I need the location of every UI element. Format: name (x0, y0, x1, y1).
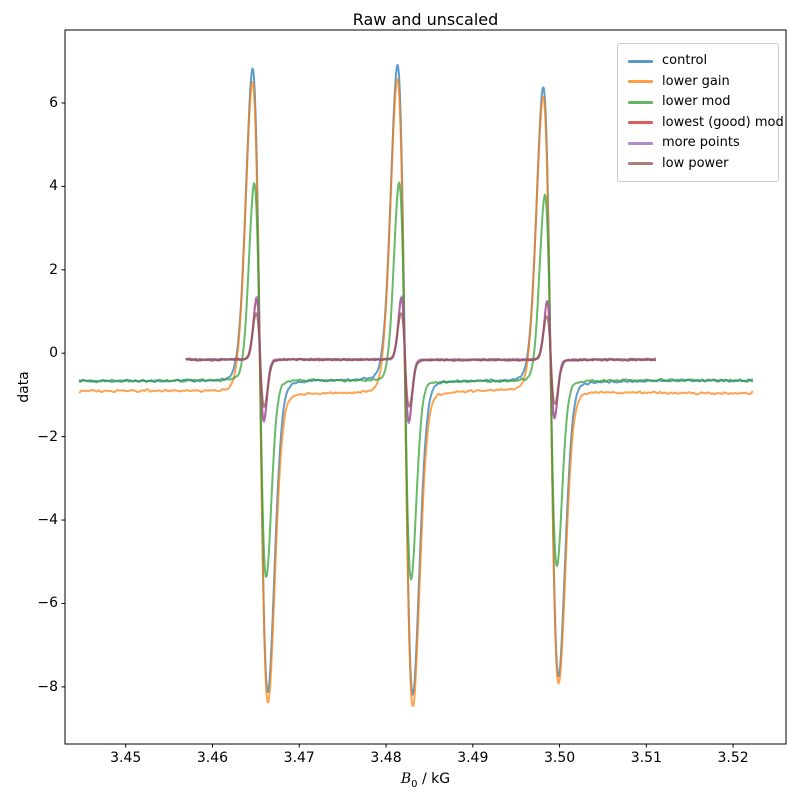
legend: control lower gain lower mod lowest (goo… (617, 43, 784, 182)
y-tick-label: 0 (49, 345, 58, 362)
x-tick-label: 3.46 (196, 750, 229, 766)
axis-tick-marks (61, 102, 734, 748)
y-tick-label: 2 (49, 261, 58, 278)
x-axis-label-subscript: 0 (411, 778, 418, 790)
series-line-lower-gain (78, 78, 754, 708)
legend-label-lower-gain: lower gain (662, 73, 730, 89)
legend-label-control: control (662, 53, 708, 69)
y-axis-label: data (16, 371, 32, 403)
x-tick-label: 3.52 (717, 750, 749, 766)
legend-item-lower-mod: lower mod (628, 92, 768, 113)
legend-item-control: control (628, 51, 768, 72)
legend-label-lower-mod: lower mod (662, 94, 731, 110)
legend-line-sample-lower-mod (628, 100, 653, 104)
x-axis-label-units: / kG (417, 771, 451, 787)
legend-line-sample-lowest-good-mod (628, 121, 653, 125)
series-line-lower-mod (78, 181, 754, 581)
y-tick-label: −8 (37, 678, 58, 695)
legend-item-lower-gain: lower gain (628, 72, 768, 93)
legend-label-low-power: low power (662, 155, 729, 171)
legend-item-low-power: low power (628, 154, 768, 175)
axes-frame (64, 29, 787, 745)
x-tick-label: 3.51 (630, 750, 662, 766)
y-tick-label: −6 (37, 595, 58, 612)
x-axis-label: B0 / kG (65, 771, 786, 790)
legend-line-sample-low-power (628, 162, 653, 166)
legend-line-sample-control (628, 59, 653, 63)
x-tick-label: 3.50 (543, 750, 576, 766)
legend-label-more-points: more points (662, 135, 740, 151)
legend-line-sample-more-points (628, 141, 653, 145)
x-tick-label: 3.48 (370, 750, 402, 766)
y-tick-label: −4 (37, 512, 58, 529)
y-tick-label: 4 (49, 178, 58, 195)
legend-item-more-points: more points (628, 133, 768, 154)
x-tick-label: 3.49 (457, 750, 489, 766)
series-line-low-power (185, 312, 656, 408)
legend-item-lowest-good-mod: lowest (good) mod (628, 113, 784, 134)
data-curves (78, 63, 754, 708)
x-tick-label: 3.47 (283, 750, 315, 766)
y-tick-label: 6 (49, 94, 58, 111)
legend-label-lowest-good-mod: lowest (good) mod (662, 114, 784, 130)
x-tick-label: 3.45 (110, 750, 142, 766)
x-axis-label-symbol: B (400, 771, 412, 787)
legend-line-sample-lower-gain (628, 80, 653, 84)
y-tick-label: −2 (37, 428, 58, 445)
chart-title: Raw and unscaled (352, 10, 499, 29)
